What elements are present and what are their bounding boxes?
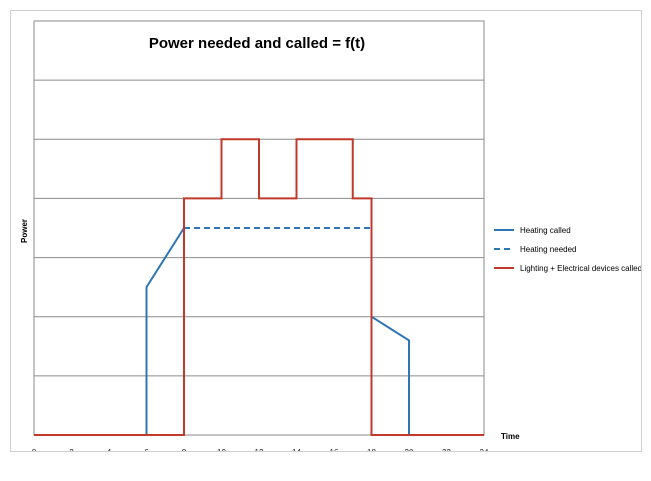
plot-area [33,20,485,436]
x-tick-label: 6 [144,448,149,451]
y-axis-label: Power [20,219,29,243]
x-axis-label: Time [501,432,520,441]
x-tick-label: 2 [69,448,74,451]
chart: Power needed and called = f(t) 024681012… [20,20,641,451]
x-tick-label: 24 [480,448,489,451]
x-tick-label: 16 [330,448,339,451]
x-tick-labels: 024681012141618202224 [32,448,489,451]
legend-label: Heating called [520,226,571,235]
x-tick-label: 18 [367,448,376,451]
x-tick-label: 4 [107,448,112,451]
x-tick-label: 12 [255,448,264,451]
series-line-heating-called [34,227,185,436]
x-tick-label: 8 [182,448,187,451]
x-tick-label: 14 [292,448,301,451]
x-tick-label: 20 [405,448,414,451]
x-tick-label: 10 [217,448,226,451]
x-tick-label: 0 [32,448,37,451]
legend: Heating called Heating needed Lighting + E… [494,226,641,273]
plot-border [33,20,485,436]
legend-label: Heating needed [520,245,577,254]
series-layer [34,138,484,436]
legend-label: Lighting + Electrical devices called [520,264,641,273]
series-line-lighting-electrical-devices-called [34,138,484,436]
chart-frame: Power needed and called = f(t) 024681012… [10,10,642,452]
chart-title: Power needed and called = f(t) [149,35,365,52]
x-tick-label: 22 [442,448,451,451]
series-line-heating-called [370,315,410,435]
